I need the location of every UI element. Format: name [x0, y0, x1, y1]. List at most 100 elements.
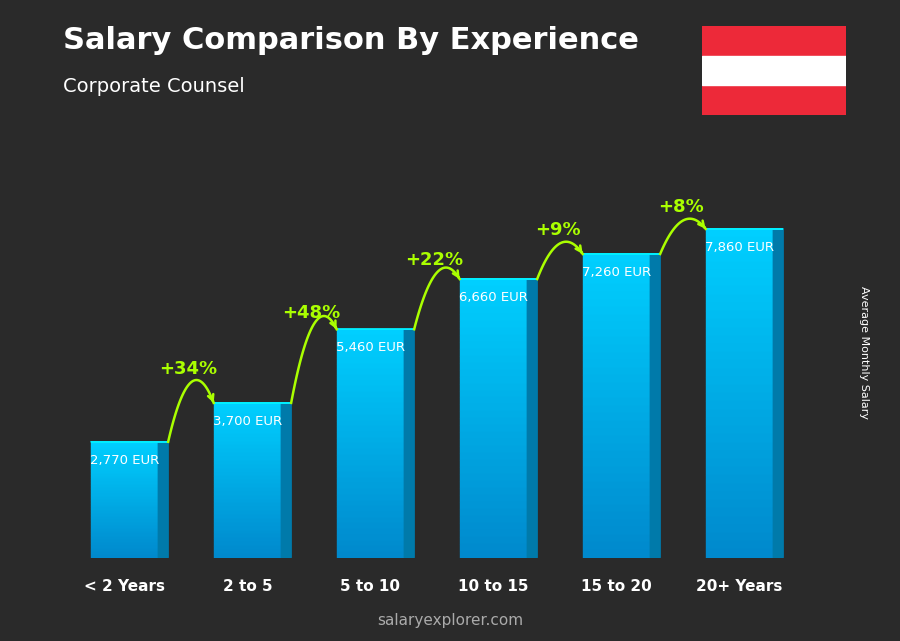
Bar — [213, 457, 282, 461]
Bar — [702, 56, 846, 85]
Bar — [91, 512, 158, 514]
Bar — [460, 404, 527, 412]
Bar — [582, 520, 651, 528]
Bar — [582, 512, 651, 520]
Bar — [706, 278, 773, 287]
Bar — [706, 328, 773, 336]
Bar — [582, 337, 651, 345]
Polygon shape — [158, 442, 168, 558]
Bar — [460, 412, 527, 419]
Bar — [213, 469, 282, 472]
Bar — [213, 499, 282, 503]
Bar — [91, 456, 158, 459]
Bar — [460, 453, 527, 460]
Bar — [337, 472, 404, 478]
Bar — [337, 444, 404, 449]
Bar — [337, 535, 404, 540]
Bar — [582, 269, 651, 277]
Bar — [91, 491, 158, 494]
Text: 20+ Years: 20+ Years — [697, 579, 783, 594]
Bar — [460, 370, 527, 376]
Bar — [582, 307, 651, 315]
Bar — [582, 489, 651, 497]
Bar — [213, 538, 282, 542]
Bar — [213, 445, 282, 449]
Bar — [582, 368, 651, 376]
Bar — [91, 482, 158, 485]
Bar — [91, 526, 158, 529]
Bar — [460, 328, 527, 335]
Bar — [706, 410, 773, 418]
Bar — [91, 451, 158, 453]
Bar — [337, 461, 404, 466]
Bar — [337, 329, 404, 335]
Bar — [91, 506, 158, 508]
Bar — [706, 435, 773, 442]
Bar — [91, 485, 158, 488]
Bar — [460, 286, 527, 293]
Bar — [460, 481, 527, 488]
Bar — [706, 541, 773, 549]
Bar — [582, 497, 651, 504]
Bar — [91, 540, 158, 543]
Bar — [460, 509, 527, 516]
Bar — [582, 376, 651, 383]
Bar — [213, 488, 282, 492]
Bar — [460, 321, 527, 328]
Bar — [706, 459, 773, 467]
Bar — [706, 525, 773, 533]
Bar — [213, 472, 282, 476]
Bar — [460, 488, 527, 495]
Bar — [706, 246, 773, 254]
Bar — [582, 413, 651, 421]
Bar — [582, 262, 651, 269]
Bar — [91, 445, 158, 447]
Bar — [213, 535, 282, 538]
Bar — [582, 315, 651, 322]
Bar — [706, 237, 773, 246]
Bar — [706, 549, 773, 558]
Polygon shape — [651, 254, 661, 558]
Bar — [706, 344, 773, 352]
Bar — [337, 438, 404, 444]
Bar — [706, 467, 773, 476]
Bar — [213, 411, 282, 415]
Bar — [706, 500, 773, 508]
Text: +22%: +22% — [406, 251, 464, 269]
Bar — [460, 293, 527, 300]
Bar — [213, 550, 282, 554]
Bar — [706, 262, 773, 270]
Bar — [213, 449, 282, 453]
Bar — [460, 551, 527, 558]
Bar — [91, 470, 158, 474]
Bar — [460, 383, 527, 390]
Bar — [460, 544, 527, 551]
Bar — [213, 407, 282, 411]
Bar — [213, 542, 282, 546]
Bar — [91, 459, 158, 462]
Bar — [460, 376, 527, 383]
Bar — [91, 479, 158, 482]
Bar — [706, 369, 773, 377]
Bar — [582, 436, 651, 444]
Bar — [337, 449, 404, 455]
Bar — [337, 409, 404, 415]
Bar — [582, 459, 651, 467]
Text: 15 to 20: 15 to 20 — [581, 579, 652, 594]
Bar — [706, 336, 773, 344]
Bar — [213, 438, 282, 442]
Bar — [213, 430, 282, 434]
Bar — [582, 528, 651, 535]
Bar — [91, 531, 158, 535]
Bar — [337, 398, 404, 403]
Polygon shape — [527, 279, 537, 558]
Text: 7,260 EUR: 7,260 EUR — [582, 265, 651, 279]
Text: Salary Comparison By Experience: Salary Comparison By Experience — [63, 26, 639, 54]
Bar — [337, 420, 404, 426]
Bar — [582, 474, 651, 482]
Bar — [706, 303, 773, 311]
Text: 5 to 10: 5 to 10 — [340, 579, 400, 594]
Bar — [706, 295, 773, 303]
Bar — [706, 394, 773, 401]
Text: 5,460 EUR: 5,460 EUR — [336, 341, 405, 354]
